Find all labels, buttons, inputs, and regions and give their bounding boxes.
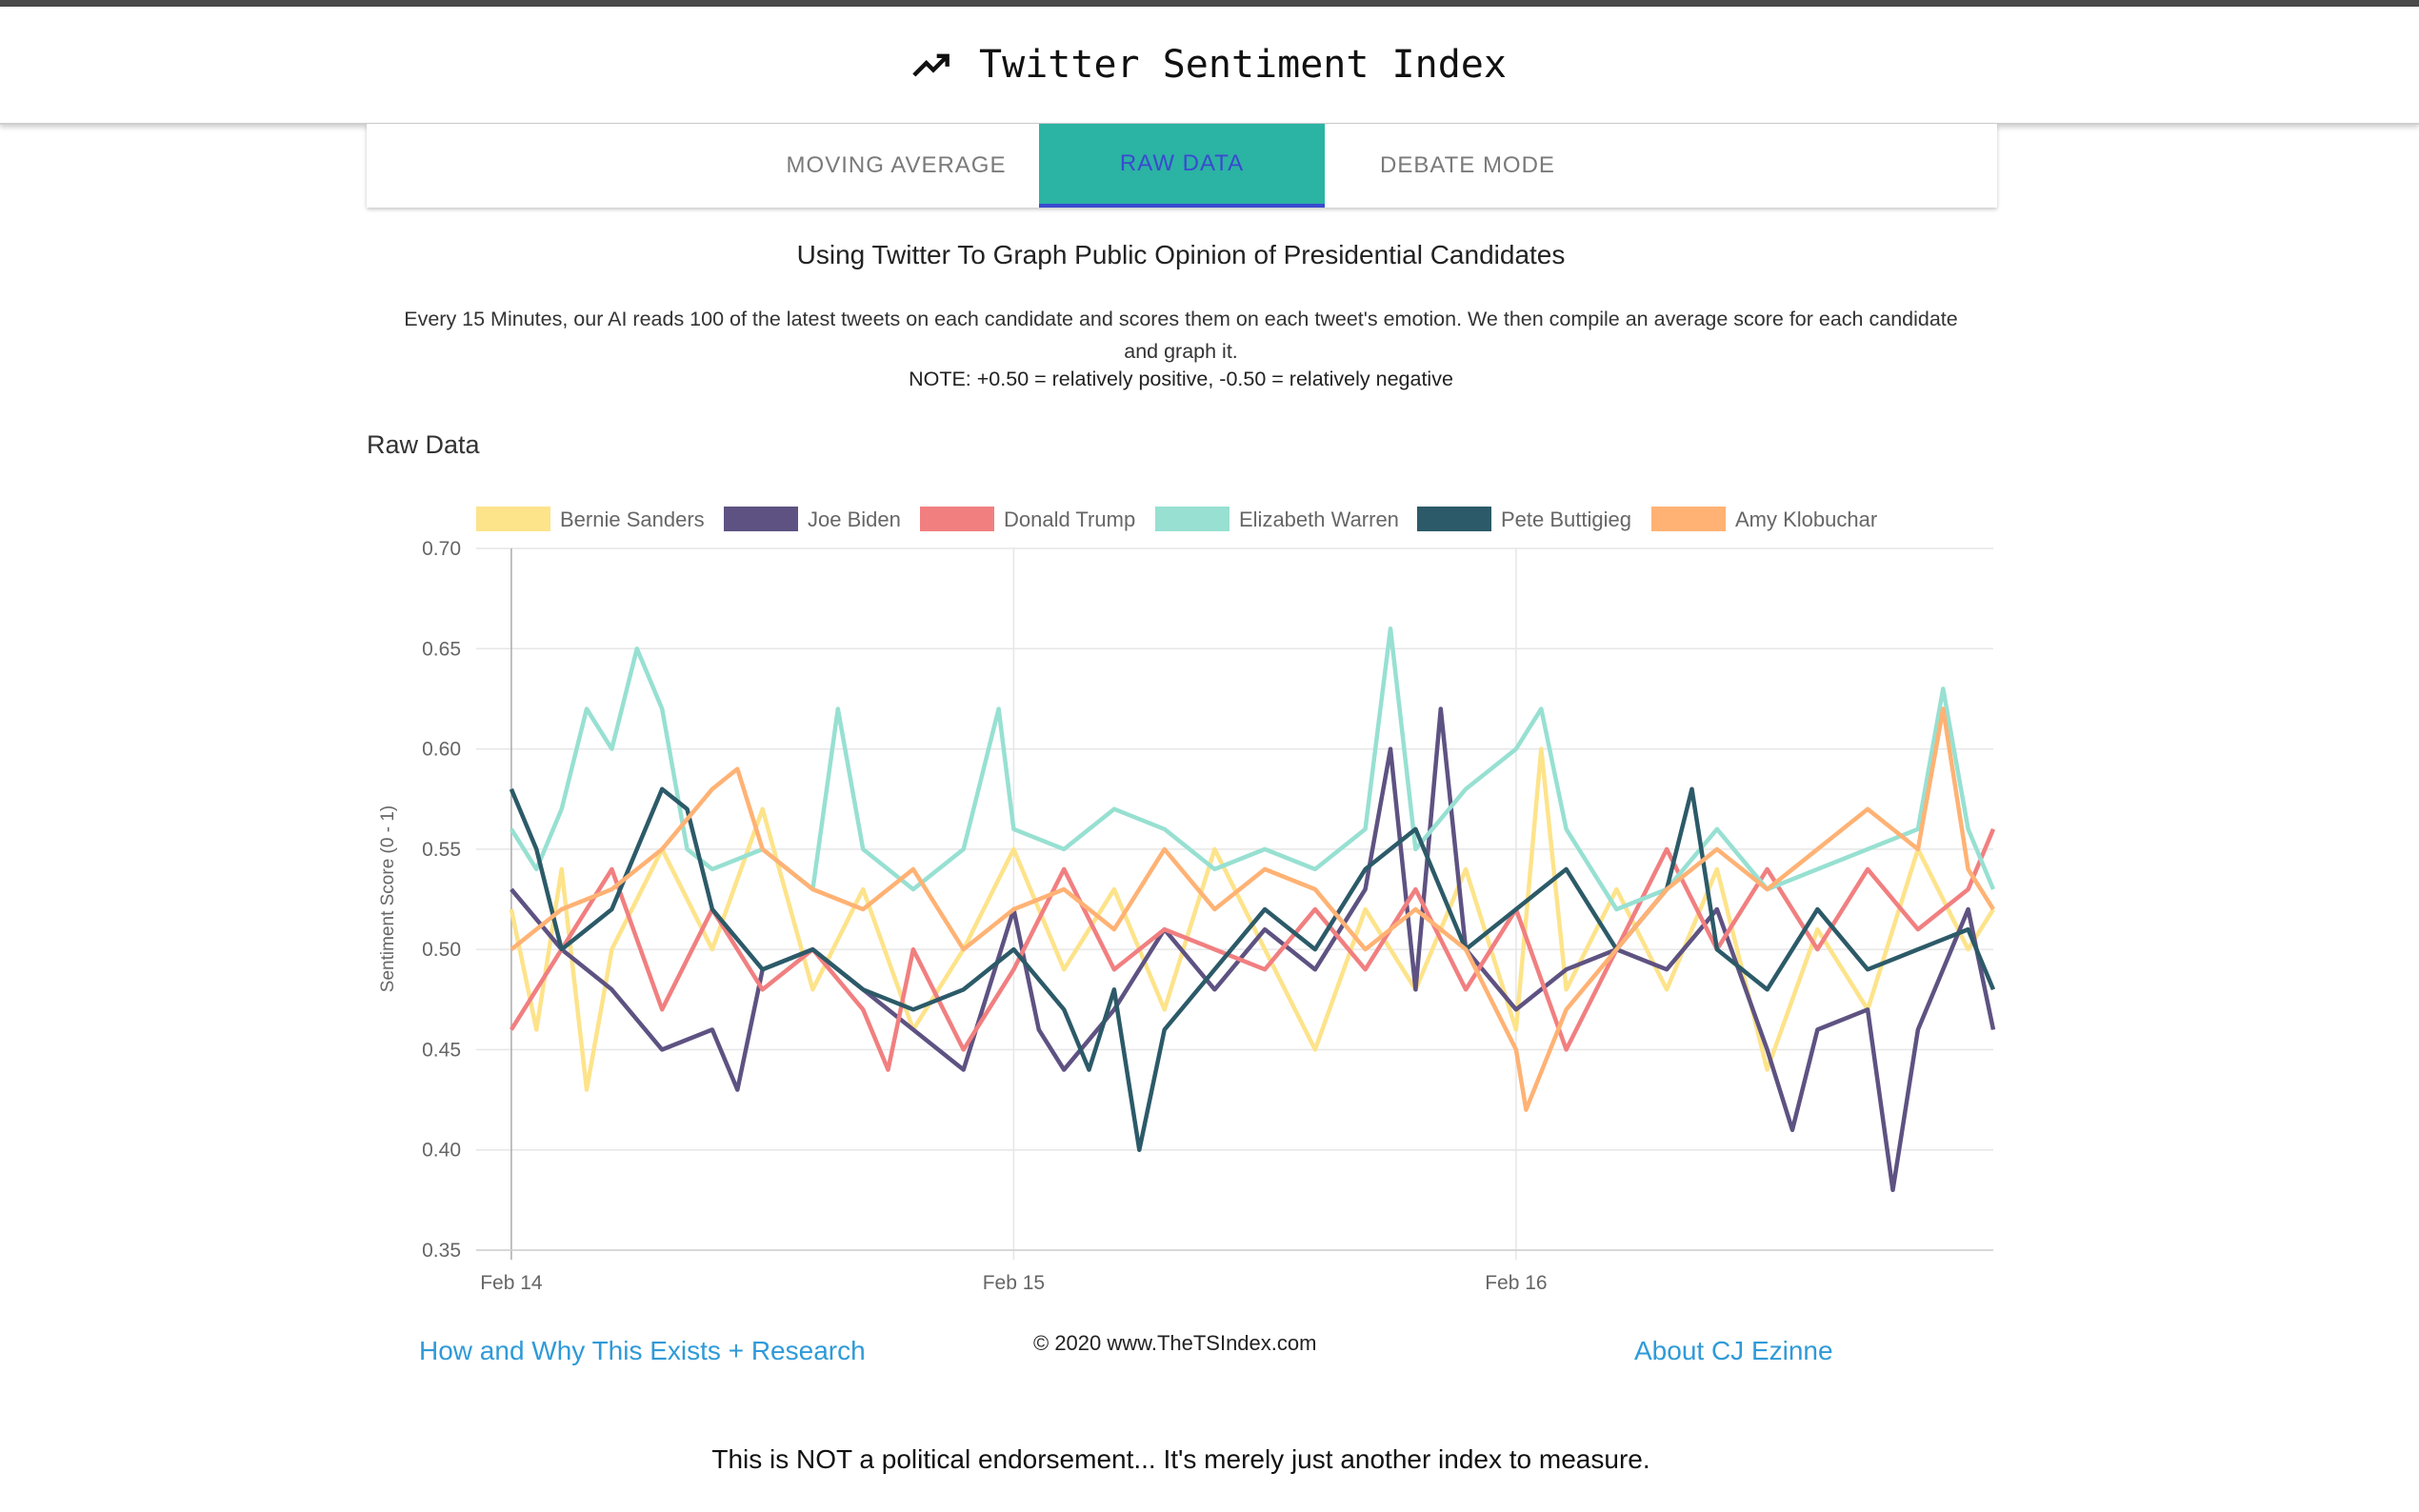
x-tick-label: Feb 14	[480, 1272, 543, 1294]
series-line-3	[509, 626, 1996, 912]
chart-series	[509, 626, 1996, 1193]
sentiment-chart: Bernie Sanders Joe Biden Donald Trump Eliza…	[378, 507, 1996, 1294]
legend-swatch[interactable]	[1417, 507, 1491, 531]
legend-swatch[interactable]	[920, 507, 994, 531]
y-tick-label: 0.50	[422, 939, 461, 961]
legend-swatch[interactable]	[1155, 507, 1229, 531]
series-line-0	[509, 746, 1995, 1092]
tab-debate-mode[interactable]: Debate Mode	[1380, 152, 1555, 178]
y-tick-label: 0.45	[422, 1039, 461, 1061]
app-title-text: Twitter Sentiment Index	[979, 43, 1507, 87]
app-header: Twitter Sentiment Index	[0, 7, 2419, 125]
x-axis: Feb 14 Feb 15 Feb 16	[480, 1272, 1547, 1294]
chart-grid	[476, 547, 1993, 1260]
page-subtitle: Using Twitter To Graph Public Opinion of…	[796, 240, 1566, 269]
tab-moving-average[interactable]: Moving Average	[786, 152, 1007, 178]
disclaimer-text: This is NOT a political endorsement... I…	[711, 1444, 1650, 1474]
app-title: Twitter Sentiment Index	[912, 43, 1507, 87]
chart-title: Raw Data	[367, 430, 480, 459]
y-tick-label: 0.70	[422, 538, 461, 560]
x-tick-label: Feb 16	[1485, 1272, 1547, 1294]
legend-swatch[interactable]	[1651, 507, 1726, 531]
y-axis-label: Sentiment Score (0 - 1)	[378, 806, 398, 992]
series-line-5	[510, 706, 1995, 1112]
scale-note: NOTE: +0.50 = relatively positive, -0.50…	[909, 368, 1453, 390]
chart-legend: Bernie Sanders Joe Biden Donald Trump Eliza…	[476, 507, 1877, 531]
legend-label[interactable]: Pete Buttigieg	[1501, 507, 1631, 531]
y-tick-label: 0.35	[422, 1240, 461, 1262]
series-line-4	[509, 786, 1996, 1152]
y-tick-label: 0.65	[422, 638, 461, 660]
legend-swatch[interactable]	[724, 507, 798, 531]
legend-label[interactable]: Joe Biden	[808, 507, 901, 531]
x-tick-label: Feb 15	[983, 1272, 1045, 1294]
window-top-edge	[0, 0, 2419, 7]
how-and-why-link[interactable]: How and Why This Exists + Research	[419, 1336, 866, 1365]
tab-raw-data[interactable]: Raw Data	[1039, 124, 1325, 208]
legend-swatch[interactable]	[476, 507, 550, 531]
legend-label[interactable]: Elizabeth Warren	[1239, 507, 1399, 531]
y-axis: 0.70 0.65 0.60 0.55 0.50 0.45 0.40 0.35	[422, 538, 461, 1262]
tab-bar: Moving Average Raw Data Debate Mode	[367, 124, 1997, 208]
legend-label[interactable]: Amy Klobuchar	[1735, 507, 1877, 531]
y-tick-label: 0.40	[422, 1140, 461, 1162]
y-tick-label: 0.60	[422, 739, 461, 761]
about-author-link[interactable]: About CJ Ezinne	[1634, 1336, 1833, 1365]
copyright-text: © 2020 www.TheTSIndex.com	[1033, 1331, 1317, 1355]
legend-label[interactable]: Bernie Sanders	[560, 507, 705, 531]
page-description: Every 15 Minutes, our AI reads 100 of th…	[404, 308, 1958, 363]
legend-label[interactable]: Donald Trump	[1004, 507, 1135, 531]
y-tick-label: 0.55	[422, 839, 461, 861]
trending-up-icon	[912, 53, 950, 77]
